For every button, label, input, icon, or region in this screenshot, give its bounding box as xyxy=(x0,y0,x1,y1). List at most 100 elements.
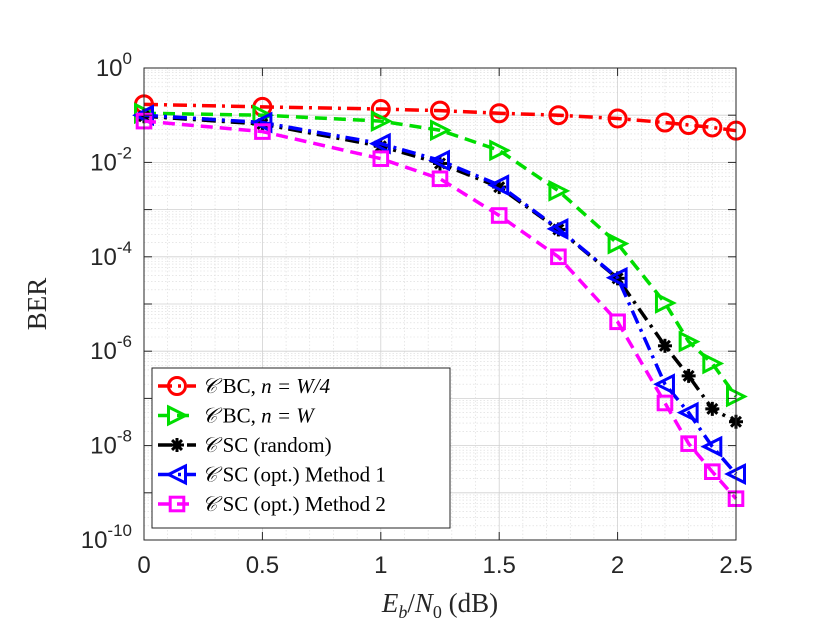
marker-circle xyxy=(702,117,723,138)
y-tick-label: 100 xyxy=(96,49,132,82)
legend-entry-0: 𝒞 BC, n = W/4 xyxy=(158,374,331,398)
marker-triangle-left xyxy=(546,217,569,240)
marker-triangle-left xyxy=(487,174,510,197)
series-line xyxy=(143,113,738,476)
marker-triangle-right xyxy=(702,352,725,375)
y-tick-power: -6 xyxy=(117,332,132,351)
marker-asterisk xyxy=(705,401,720,416)
legend-label: 𝒞 BC, n = W/4 xyxy=(202,374,331,398)
x-tick-label: 2 xyxy=(611,552,624,579)
marker-triangle-left xyxy=(676,401,699,424)
marker-triangle-right xyxy=(548,179,571,202)
series-line xyxy=(143,119,738,500)
y-tick-power: -8 xyxy=(117,427,132,446)
marker-triangle-right xyxy=(430,119,452,142)
marker-square xyxy=(680,435,697,452)
marker-triangle-right xyxy=(678,330,701,353)
marker-square xyxy=(656,394,674,412)
x-tick-label: 0 xyxy=(137,552,150,579)
y-tick-label: 10-8 xyxy=(90,427,132,460)
marker-circle xyxy=(430,100,450,121)
marker-asterisk-stroke xyxy=(493,181,506,194)
y-tick-power: -2 xyxy=(117,143,132,162)
marker-asterisk xyxy=(657,338,672,353)
legend-entry-4: 𝒞 SC (opt.) Method 2 xyxy=(158,492,386,516)
x-axis-label-zero: 0 xyxy=(433,602,442,622)
marker-asterisk-stroke xyxy=(658,339,671,352)
legend-label-text: SC (random) xyxy=(217,433,331,457)
marker-circle xyxy=(678,114,699,135)
y-tick-base: 10 xyxy=(90,149,117,176)
legend-label-math: n = W xyxy=(261,404,316,428)
x-tick-label: 1.5 xyxy=(483,552,516,579)
y-axis-label: BER xyxy=(22,278,52,331)
marker-triangle-left xyxy=(700,435,723,458)
series-layer xyxy=(132,94,748,507)
marker-triangle-left xyxy=(165,463,187,486)
x-tick-label: 1 xyxy=(374,552,387,579)
legend-entry-2: 𝒞 SC (random) xyxy=(158,433,332,457)
x-axis-label-unit: (dB) xyxy=(442,588,498,618)
marker-square xyxy=(490,207,508,224)
marker-square xyxy=(704,463,721,480)
marker-triangle-left xyxy=(605,266,628,289)
legend-box xyxy=(151,367,451,529)
y-tick-label: 10-10 xyxy=(81,521,132,554)
legend-entry-1: 𝒞 BC, n = W xyxy=(158,404,316,428)
legend-label-text: BC, xyxy=(217,404,261,428)
marker-circle xyxy=(654,112,675,133)
legend-label-text: SC (opt.) Method 2 xyxy=(217,492,386,516)
marker-square xyxy=(372,150,390,167)
legend-label: 𝒞 SC (random) xyxy=(202,433,332,457)
y-tick-label: 10-4 xyxy=(90,238,132,271)
marker-triangle-left xyxy=(428,149,450,172)
x-tick-label: 2.5 xyxy=(719,552,752,579)
y-tick-base: 10 xyxy=(96,55,123,82)
legend-label: 𝒞 BC, n = W xyxy=(202,404,316,428)
marker-circle xyxy=(607,108,628,129)
marker-square xyxy=(431,170,449,188)
legend-entry-3: 𝒞 SC (opt.) Method 1 xyxy=(158,463,386,487)
marker-asterisk xyxy=(170,438,184,452)
marker-square xyxy=(550,248,567,266)
x-tick-label: 0.5 xyxy=(246,552,279,579)
x-axis-label: Eb/N0 (dB) xyxy=(381,588,498,622)
marker-triangle-right xyxy=(654,292,677,314)
x-axis-label-n: N xyxy=(414,588,435,618)
legend-label-math: n = W/4 xyxy=(261,374,330,398)
legend-label: 𝒞 SC (opt.) Method 1 xyxy=(202,463,386,487)
x-axis-label-b: b xyxy=(398,602,407,622)
x-axis-label-e: E xyxy=(381,588,399,618)
y-tick-power: 0 xyxy=(123,49,132,68)
marker-triangle-right xyxy=(489,139,512,162)
marker-triangle-right xyxy=(607,232,630,255)
y-tick-base: 10 xyxy=(90,244,117,271)
y-tick-label: 10-2 xyxy=(90,143,132,176)
legend-label-text: BC, xyxy=(217,374,261,398)
marker-asterisk-stroke xyxy=(706,402,719,415)
series-line xyxy=(143,111,738,398)
marker-triangle-left xyxy=(250,111,273,134)
marker-asterisk-stroke xyxy=(682,369,695,382)
y-tick-label: 10-6 xyxy=(90,332,132,365)
marker-circle xyxy=(489,103,510,124)
marker-circle xyxy=(548,105,569,126)
y-tick-power: -10 xyxy=(107,521,132,540)
y-tick-base: 10 xyxy=(90,338,117,365)
marker-triangle-left xyxy=(653,373,675,396)
marker-triangle-right xyxy=(167,404,189,427)
legend-label: 𝒞 SC (opt.) Method 2 xyxy=(202,492,386,516)
marker-asterisk xyxy=(681,368,696,383)
y-tick-base: 10 xyxy=(90,433,117,460)
marker-asterisk-stroke xyxy=(170,438,184,452)
x-axis-label-slash: / xyxy=(407,588,415,618)
marker-triangle-left xyxy=(368,132,391,155)
series-3 xyxy=(132,104,746,485)
legend: 𝒞 BC, n = W/4 𝒞 BC, n = W 𝒞 SC (random) 𝒞 S… xyxy=(151,367,451,529)
y-tick-power: -4 xyxy=(117,238,132,257)
marker-square xyxy=(254,123,271,140)
marker-square xyxy=(609,313,626,331)
y-tick-base: 10 xyxy=(81,527,108,554)
